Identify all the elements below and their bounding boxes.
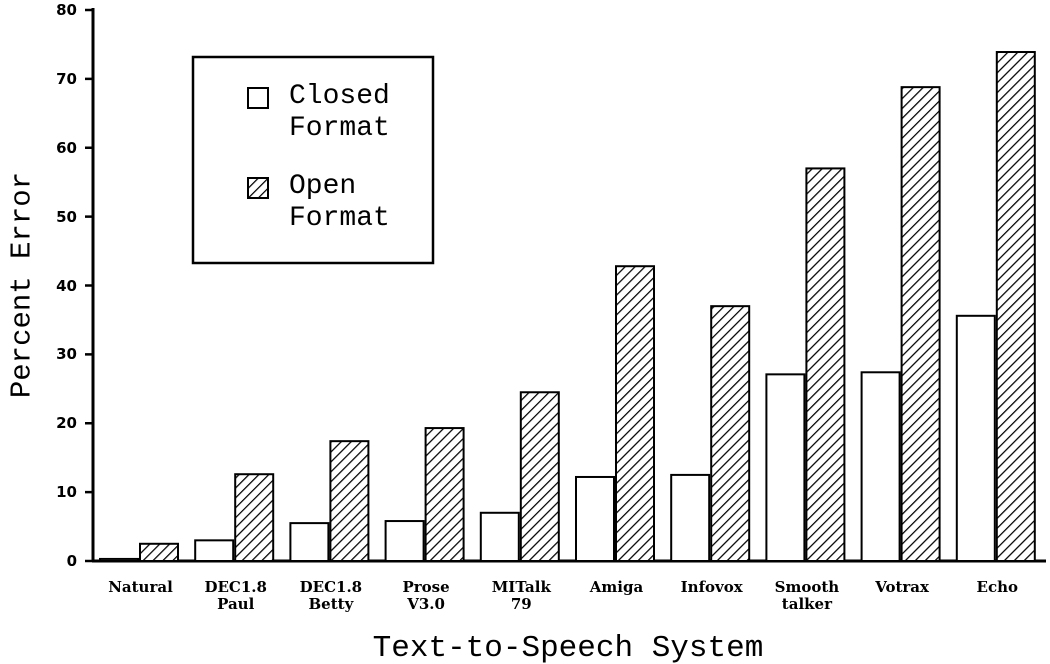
bar [194,539,235,563]
x-tick-label: Prose V3.0 [402,578,450,613]
bar [995,51,1036,562]
legend-label: Open Format [289,171,390,234]
y-tick-label: 60 [56,138,77,157]
bar [860,371,901,562]
y-tick-label: 40 [56,276,77,295]
x-tick-label: MITalk 79 [491,578,551,613]
bar [710,305,751,562]
y-tick-label: 70 [56,69,77,88]
bar [479,511,520,562]
bar [955,314,996,562]
y-tick-label: 10 [56,483,77,502]
bar [805,167,846,562]
x-tick-label: DEC1.8 Betty [299,578,363,613]
x-tick-label: Echo [976,578,1019,596]
x-tick-label: Natural [108,578,173,596]
x-tick-label: Amiga [589,578,644,596]
y-tick-label: 0 [66,552,77,570]
x-tick-label: DEC1.8 Paul [204,578,267,613]
bar [519,391,560,562]
y-axis-title: Percent Error [6,172,39,398]
y-tick-label: 20 [56,414,77,433]
y-tick-label: 50 [56,207,77,226]
x-tick-label: Smooth talker [774,578,840,613]
bar [384,520,425,562]
bar [765,373,806,562]
bar [234,473,275,562]
y-tick-label: 30 [56,345,77,364]
bar [900,86,941,562]
bar [139,542,179,562]
legend-box [191,55,435,265]
legend-swatch [247,87,269,109]
bar [575,475,615,562]
x-tick-label: Infovox [680,578,743,596]
bar [424,427,465,563]
bar [289,522,330,563]
bar [99,557,139,563]
x-axis-title: Text-to-Speech System [373,631,764,664]
legend-label: Closed Format [289,81,390,144]
bar [670,473,711,562]
legend-swatch [247,177,269,199]
x-tick-label: Votrax [875,578,929,596]
bar [329,440,370,562]
y-tick-label: 80 [56,1,77,19]
bar [615,265,655,562]
